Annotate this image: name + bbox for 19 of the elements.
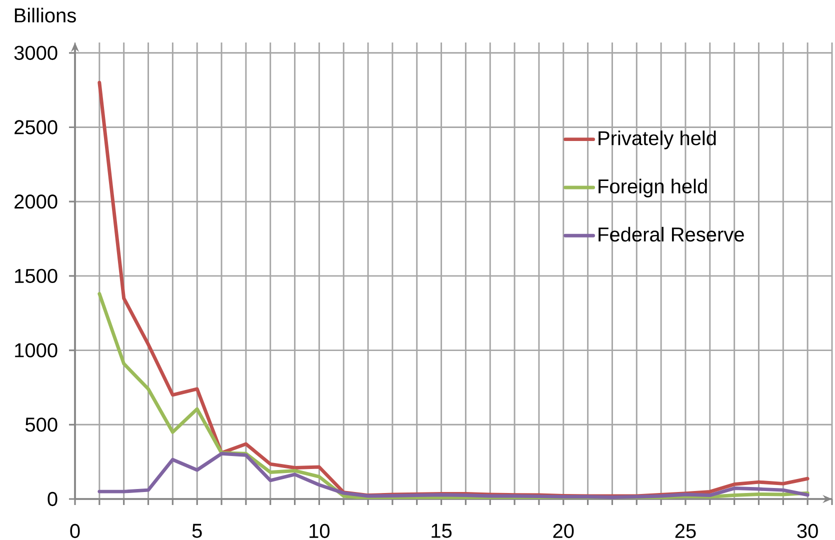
y-tick-label: 1500 [15,268,58,284]
x-tick-label: 30 [797,524,818,538]
legend-label: Foreign held [598,178,707,198]
y-tick-label: 3000 [14,46,58,60]
y-axis-title: Billions [14,8,76,22]
line-series [98,452,810,499]
x-tick-label: 0 [70,524,80,538]
x-tick-label: 25 [675,524,696,538]
x-tick-label: 5 [192,524,202,538]
legend-label: Privately held [598,130,716,150]
y-tick-label: 2500 [14,120,58,134]
y-tick-label: 500 [25,418,58,432]
y-tick-label: 0 [48,492,58,506]
x-tick-label: 10 [310,524,330,538]
y-tick-label: 2000 [14,194,58,209]
x-tick-label: 15 [432,524,452,538]
x-tick-label: 20 [553,524,574,538]
legend-label: Federal Reserve [598,226,744,242]
y-tick-label: 1000 [15,343,58,358]
